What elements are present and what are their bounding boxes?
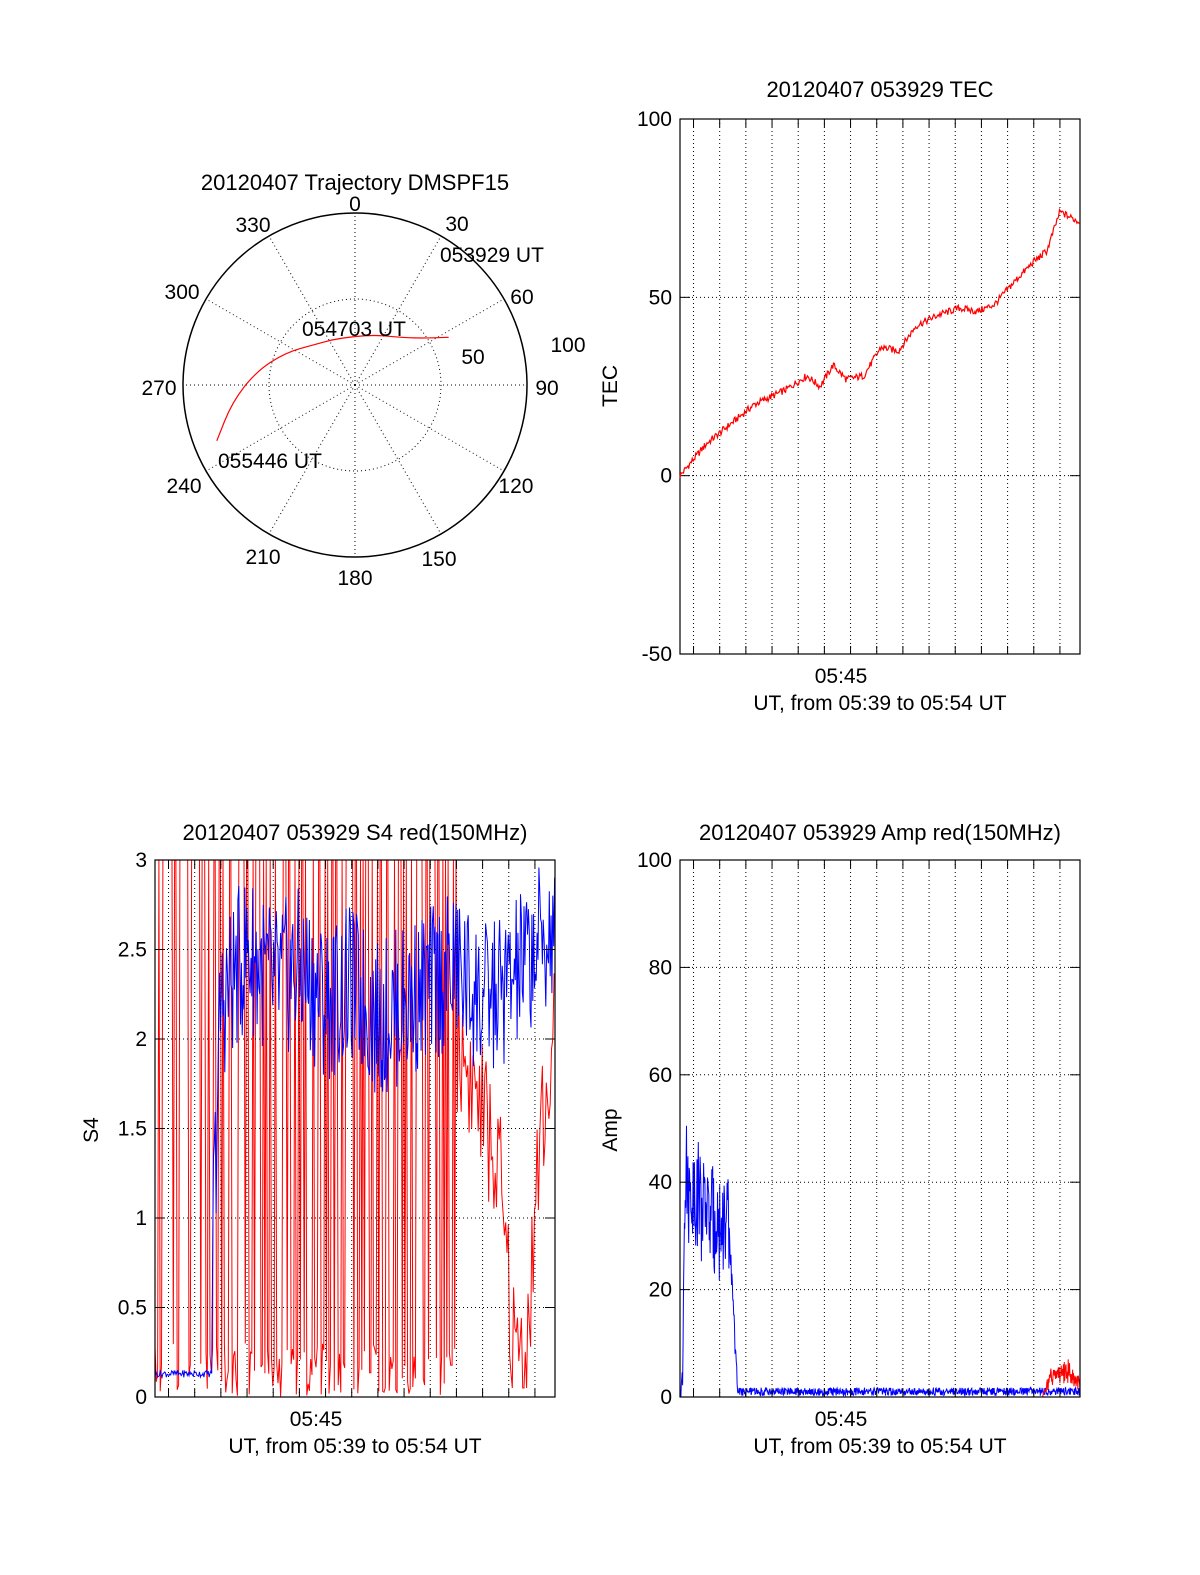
s4-y-tick-label: 0.5 (118, 1297, 147, 1320)
azimuth-label-0: 0 (349, 193, 361, 216)
azimuth-label-240: 240 (167, 475, 202, 498)
radial-tick-100: 100 (550, 334, 585, 357)
amp-blue-series-line (679, 1125, 1081, 1398)
s4-title: 20120407 053929 S4 red(150MHz) (183, 820, 528, 845)
tec-grid (680, 119, 1080, 654)
amp-chart: 20120407 053929 Amp red(150MHz) 100 80 60 4… (599, 820, 1081, 1458)
s4-x-tick-0545: 05:45 (290, 1408, 343, 1431)
amp-x-axis-label: UT, from 05:39 to 05:54 UT (753, 1435, 1006, 1458)
trajectory-path (216, 334, 449, 442)
tec-plot-frame (679, 118, 1081, 655)
amp-y-tick-label: 100 (637, 849, 672, 872)
tec-x-tick-0545: 05:45 (815, 665, 868, 688)
polar-spoke-60 (354, 298, 505, 386)
tec-y-axis-label: TEC (599, 365, 622, 407)
trajectory-title: 20120407 Trajectory DMSPF15 (201, 170, 509, 195)
tec-x-axis-label: UT, from 05:39 to 05:54 UT (753, 692, 1006, 715)
amp-x-tick-0545: 05:45 (815, 1408, 868, 1431)
polar-spoke-330 (268, 235, 356, 386)
amp-y-ticks: 100 80 60 40 20 0 (637, 849, 1080, 1409)
polar-grid (182, 212, 528, 558)
azimuth-label-120: 120 (498, 475, 533, 498)
polar-azimuth-labels: 0 30 60 90 120 150 180 210 240 270 300 330 (141, 193, 558, 590)
polar-spoke-300 (205, 298, 356, 386)
tec-y-tick-label: 100 (637, 108, 672, 131)
amp-y-axis-label: Amp (599, 1108, 622, 1151)
amp-series-group (679, 1125, 1081, 1398)
time-label-end: 055446 UT (218, 450, 322, 473)
s4-y-tick-label: 1 (135, 1207, 147, 1230)
s4-blue-series-line (155, 867, 555, 1380)
azimuth-label-30: 30 (445, 213, 468, 236)
polar-ring-50 (268, 298, 442, 472)
polar-spoke-240 (205, 384, 356, 472)
azimuth-label-150: 150 (421, 548, 456, 571)
s4-series-group (155, 860, 555, 1397)
azimuth-label-210: 210 (245, 546, 280, 569)
azimuth-label-270: 270 (141, 377, 176, 400)
azimuth-label-180: 180 (337, 567, 372, 590)
polar-spoke-30 (354, 235, 442, 386)
s4-grid (155, 860, 555, 1397)
time-label-start: 053929 UT (440, 244, 544, 267)
polar-outer-ring (182, 212, 528, 558)
azimuth-label-300: 300 (165, 281, 200, 304)
s4-x-axis-label: UT, from 05:39 to 05:54 UT (228, 1435, 481, 1458)
azimuth-label-330: 330 (235, 214, 270, 237)
tec-series-line (679, 207, 1080, 479)
polar-spoke-120 (354, 384, 505, 472)
tec-title: 20120407 053929 TEC (766, 77, 993, 102)
amp-y-tick-label: 0 (660, 1386, 672, 1409)
s4-y-tick-label: 0 (135, 1386, 147, 1409)
s4-y-tick-label: 1.5 (118, 1118, 147, 1141)
amp-y-tick-label: 80 (649, 956, 672, 979)
s4-y-ticks: 3 2.5 2 1.5 1 0.5 0 (118, 849, 555, 1409)
amp-y-tick-label: 20 (649, 1279, 672, 1302)
tec-y-tick-label: 0 (660, 465, 672, 488)
azimuth-label-60: 60 (510, 286, 533, 309)
s4-y-tick-label: 2 (135, 1028, 147, 1051)
amp-grid (680, 860, 1080, 1397)
s4-y-tick-label: 2.5 (118, 939, 147, 962)
s4-red-series-line (155, 860, 555, 1397)
tec-y-ticks: 100 50 0 -50 (637, 108, 1080, 666)
polar-spoke-150 (354, 384, 442, 535)
s4-chart: 20120407 053929 S4 red(150MHz) 3 2.5 2 1.5 1… (80, 820, 556, 1458)
time-label-mid: 054703 UT (302, 318, 406, 341)
amp-y-tick-label: 60 (649, 1064, 672, 1087)
tec-chart: 20120407 053929 TEC 100 50 0 -50 05:45 UT, … (599, 77, 1081, 715)
s4-y-axis-label: S4 (80, 1117, 103, 1143)
amp-title: 20120407 053929 Amp red(150MHz) (699, 820, 1061, 845)
polar-spoke-210 (268, 384, 356, 535)
tec-y-tick-label: 50 (649, 286, 672, 309)
amp-y-tick-label: 40 (649, 1171, 672, 1194)
trajectory-polar-plot: 20120407 Trajectory DMSPF15 0 30 60 90 120 15… (141, 170, 585, 590)
s4-y-tick-label: 3 (135, 849, 147, 872)
amp-plot-frame (679, 859, 1081, 1398)
azimuth-label-90: 90 (535, 377, 558, 400)
tec-y-tick-label: -50 (642, 643, 672, 666)
radial-tick-50: 50 (461, 346, 484, 369)
